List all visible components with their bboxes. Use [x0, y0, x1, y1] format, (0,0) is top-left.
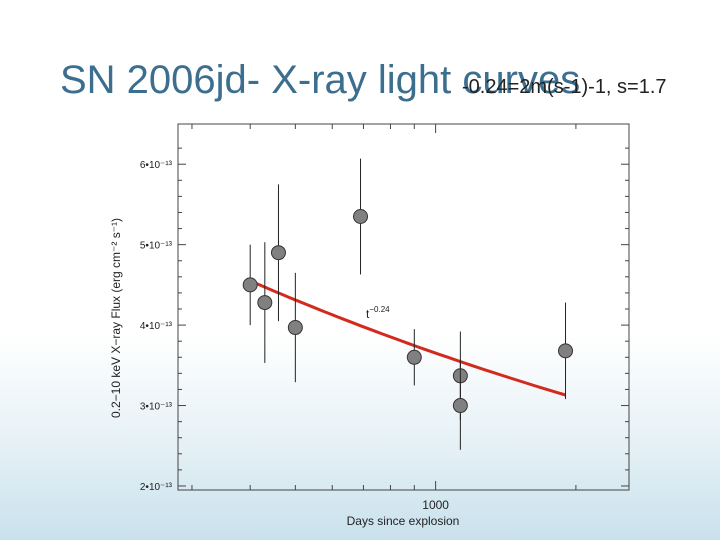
data-point [257, 295, 273, 311]
overlay-note: -0.24=2m(s-1)-1, s=1.7 [462, 76, 667, 98]
data-point [242, 277, 258, 293]
data-point [452, 398, 468, 414]
data-point [270, 245, 286, 261]
plot-frame [177, 123, 630, 491]
y-tick-label: 5•10⁻¹³ [140, 241, 173, 252]
y-tick-label: 2•10⁻¹³ [140, 482, 173, 493]
x-axis-label: Days since explosion [347, 514, 460, 528]
y-tick-label: 6•10⁻¹³ [140, 160, 173, 171]
data-point [558, 343, 574, 359]
data-point [287, 320, 303, 336]
y-tick-label: 4•10⁻¹³ [140, 321, 173, 332]
x-tick-label: 1000 [422, 498, 449, 512]
slide-title: SN 2006jd- X-ray light curves [60, 58, 581, 102]
y-axis-label: 0.2−10 keV X−ray Flux (erg cm⁻² s⁻¹) [109, 218, 123, 418]
y-tick-label: 3•10⁻¹³ [140, 402, 173, 413]
data-point [406, 349, 422, 365]
fit-label: t−0.24 [366, 305, 390, 321]
fit-line [249, 279, 566, 397]
data-point [353, 209, 369, 225]
